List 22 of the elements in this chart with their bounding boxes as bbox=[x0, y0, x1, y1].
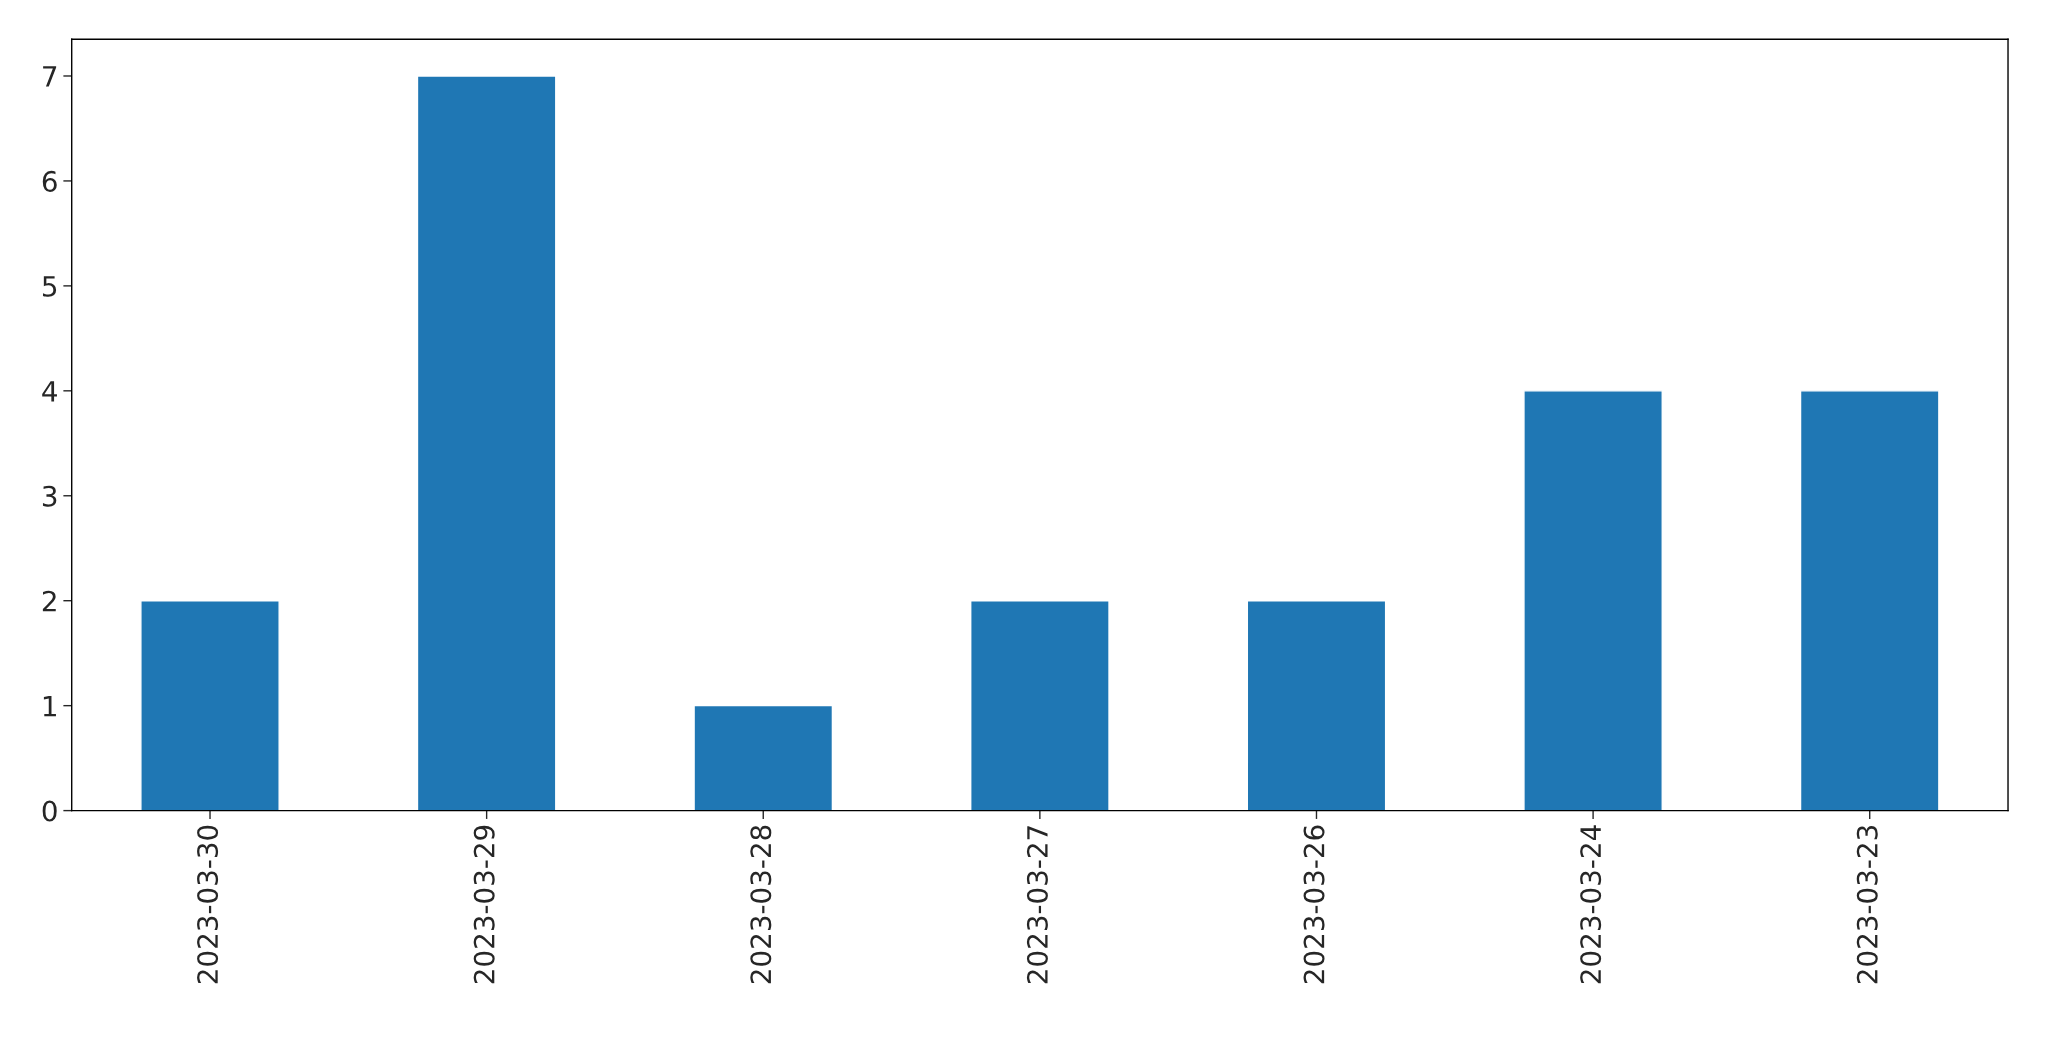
x-tick-label: 2023-03-30 bbox=[197, 825, 219, 984]
x-tick-label: 2023-03-23 bbox=[1856, 826, 1878, 984]
x-tick-label: 2023-03-24 bbox=[1580, 825, 1602, 984]
x-tick-label: 2023-03-28 bbox=[750, 825, 772, 984]
y-tick-label: 7 bbox=[43, 66, 57, 87]
y-tick-label: 4 bbox=[42, 381, 57, 402]
bar bbox=[140, 600, 280, 811]
y-tick-label: 5 bbox=[42, 276, 57, 297]
y-tick-label: 1 bbox=[43, 695, 56, 717]
y-tick-label: 3 bbox=[42, 485, 57, 507]
x-tick-label: 2023-03-27 bbox=[1026, 826, 1048, 984]
y-tick-label: 6 bbox=[42, 170, 57, 192]
y-tick-label: 0 bbox=[42, 800, 57, 822]
y-tick-label: 2 bbox=[42, 590, 56, 612]
bar bbox=[416, 75, 557, 811]
x-tick-label: 2023-03-26 bbox=[1303, 825, 1325, 984]
bar bbox=[1246, 600, 1387, 811]
x-tick-label: 2023-03-29 bbox=[473, 825, 495, 984]
bar bbox=[1523, 390, 1663, 811]
bar bbox=[970, 600, 1110, 811]
bar bbox=[1799, 390, 1940, 811]
bar bbox=[693, 704, 834, 811]
